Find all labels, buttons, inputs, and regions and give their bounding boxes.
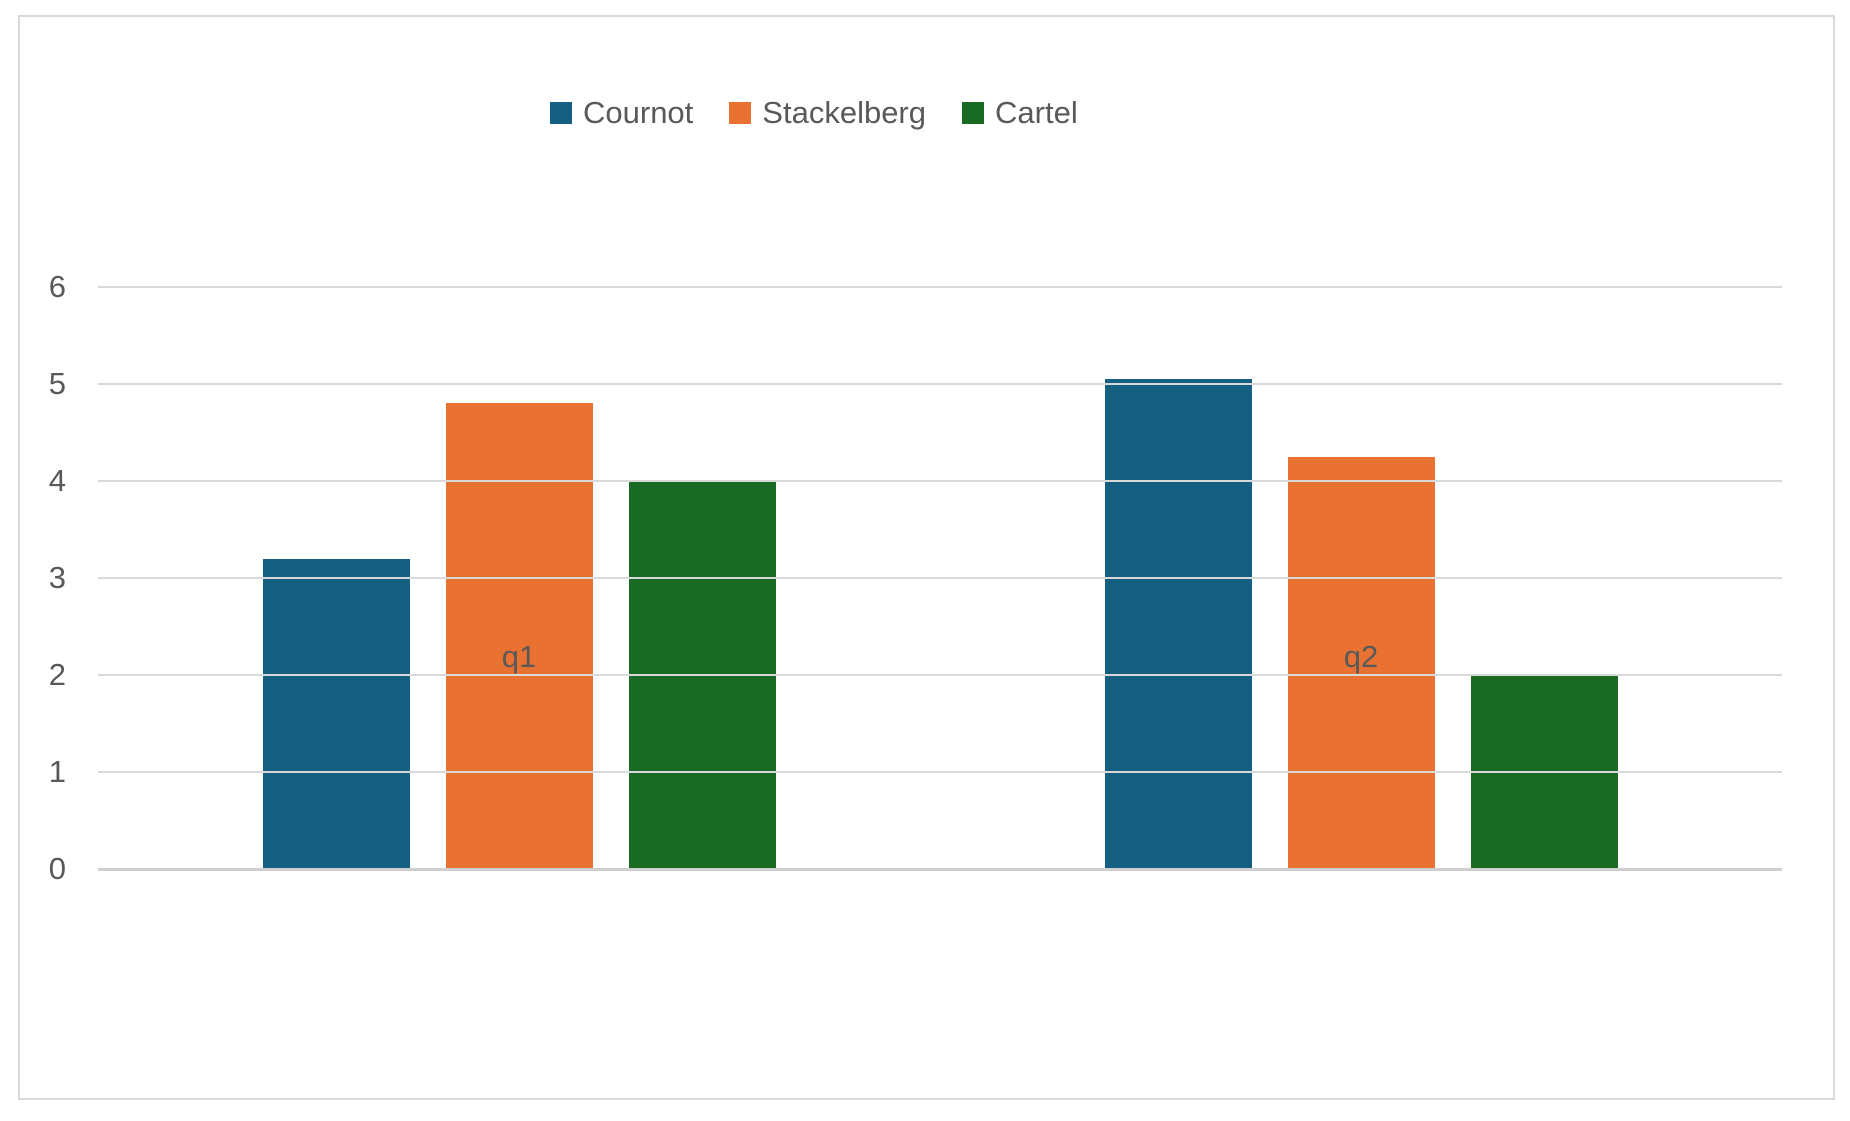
bar-cournot-q1: [262, 558, 410, 869]
y-axis-label-1: 1: [48, 754, 66, 789]
gridline-y1: [98, 771, 1782, 773]
gridline-y5: [98, 383, 1782, 385]
chart-border: Cournot Stackelberg Cartel 0 1 2 3 4 5 6 q1 q2: [18, 15, 1835, 1100]
legend-item-cartel: Cartel: [962, 95, 1078, 131]
legend-swatch-cartel: [962, 102, 985, 124]
gridline-y6: [98, 286, 1782, 288]
gridline-y2: [98, 674, 1782, 676]
bar-stackelberg-q1: [445, 403, 593, 869]
bar-stackelberg-q2: [1287, 456, 1435, 869]
legend-item-cournot: Cournot: [550, 95, 693, 131]
y-axis-label-6: 6: [48, 269, 66, 304]
legend: Cournot Stackelberg Cartel: [550, 95, 1078, 131]
y-axis-label-5: 5: [48, 366, 66, 401]
y-axis-label-4: 4: [48, 463, 66, 498]
legend-label: Cartel: [995, 95, 1078, 130]
bar-cournot-q2: [1104, 379, 1252, 869]
y-axis-label-2: 2: [48, 657, 66, 692]
legend-swatch-stackelberg: [729, 102, 752, 124]
category-label-q2: q2: [1343, 639, 1379, 674]
legend-item-stackelberg: Stackelberg: [729, 95, 926, 131]
x-axis-line: [98, 868, 1782, 871]
y-axis-label-3: 3: [48, 560, 66, 595]
plot-area: [98, 286, 1782, 871]
legend-swatch-cournot: [550, 102, 572, 124]
gridline-y4: [98, 480, 1782, 482]
category-label-q1: q1: [501, 639, 537, 674]
legend-label: Cournot: [583, 95, 694, 130]
gridline-y3: [98, 577, 1782, 579]
y-axis-label-0: 0: [48, 851, 66, 886]
legend-label: Stackelberg: [762, 95, 927, 130]
